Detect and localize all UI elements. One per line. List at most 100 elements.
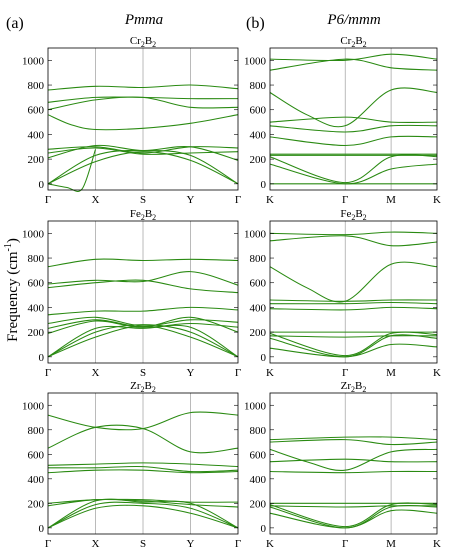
panel-title-part: 2 (363, 213, 367, 222)
panel-title-part: 2 (351, 213, 355, 222)
x-tick-label: Y (187, 194, 195, 206)
plot-frame (47, 220, 239, 364)
phonon-band-2 (47, 498, 239, 529)
plot-frame (269, 392, 438, 535)
x-tick-label: X (92, 538, 100, 550)
x-tick-label: Γ (235, 194, 241, 206)
panel-title: Fe2B2 (340, 208, 366, 222)
y-tick-label: 200 (28, 154, 45, 166)
x-tick-label: S (140, 538, 146, 550)
phonon-band-5 (269, 470, 438, 474)
panel-title-part: Fe (340, 208, 351, 220)
plot-frame (269, 47, 438, 191)
phonon-band-8 (269, 87, 438, 128)
y-tick-label: 400 (250, 129, 267, 141)
panel-title-part: 2 (363, 40, 367, 49)
panel-title-part: 2 (351, 385, 355, 394)
phonon-band-4 (47, 498, 239, 504)
phonon-band-8 (47, 96, 239, 103)
phonon-band-1 (47, 151, 239, 185)
phonon-band-2 (269, 154, 438, 184)
y-tick-label: 1000 (244, 55, 267, 67)
x-tick-label: Γ (45, 538, 51, 550)
phonon-band-9 (269, 235, 438, 247)
panel-title: Zr2B2 (341, 380, 367, 394)
phonon-band-3 (269, 505, 438, 508)
x-tick-label: S (140, 194, 146, 206)
phonon-band-2 (47, 324, 239, 358)
y-axis-label-exponent: -1 (3, 243, 14, 251)
panel-title-part: 2 (152, 385, 156, 394)
y-tick-label: 1000 (244, 400, 267, 412)
y-tick-label: 0 (261, 179, 267, 191)
y-tick-label: 1000 (244, 228, 267, 240)
phonon-band-3 (269, 335, 438, 338)
y-tick-label: 1000 (22, 400, 45, 412)
phonon-band-5 (269, 135, 438, 147)
y-axis-label-text: Frequency (cm (5, 251, 21, 342)
phonon-band-1 (269, 334, 438, 358)
x-tick-label: K (433, 367, 441, 379)
y-tick-label: 0 (39, 179, 45, 191)
y-tick-label: 600 (28, 449, 45, 461)
phonon-band-10 (269, 53, 438, 62)
panel-title-part: 2 (141, 40, 145, 49)
plot-frame (47, 47, 239, 191)
y-tick-label: 800 (250, 253, 267, 265)
phonon-band-9 (47, 84, 239, 91)
x-tick-label: Γ (45, 367, 51, 379)
x-tick-label: K (266, 367, 274, 379)
y-tick-label: 400 (28, 474, 45, 486)
x-tick-label: K (266, 538, 274, 550)
phonon-band-9 (269, 58, 438, 71)
phonon-band-6 (47, 306, 239, 316)
phonon-band-0 (47, 149, 96, 192)
phonon-band-6 (47, 114, 239, 131)
panel-title-part: 2 (351, 40, 355, 49)
phonon-band-5 (47, 469, 239, 474)
y-tick-label: 400 (250, 302, 267, 314)
space-group-label-b: P6/mmm (326, 12, 380, 28)
y-axis-label: Frequency (cm-1) (3, 238, 21, 342)
panel-title-part: Cr (340, 35, 351, 47)
y-tick-label: 0 (261, 523, 267, 535)
y-tick-label: 200 (28, 327, 45, 339)
y-tick-label: 1000 (22, 228, 45, 240)
phonon-band-1 (47, 324, 239, 358)
y-tick-label: 800 (250, 425, 267, 437)
y-tick-label: 600 (250, 278, 267, 290)
x-tick-label: Γ (342, 194, 348, 206)
x-tick-label: Y (187, 538, 195, 550)
phonon-band-7 (269, 448, 438, 471)
y-tick-label: 800 (250, 80, 267, 92)
y-tick-label: 0 (261, 352, 267, 364)
phonon-band-7 (269, 116, 438, 123)
phonon-band-8 (269, 261, 438, 303)
y-tick-label: 400 (28, 129, 45, 141)
x-tick-label: M (386, 194, 396, 206)
panel-title-part: 2 (141, 385, 145, 394)
y-tick-label: 200 (250, 327, 267, 339)
panel-title-part: B (145, 380, 152, 392)
phonon-band-7 (47, 279, 239, 294)
y-tick-label: 800 (28, 425, 45, 437)
panel-title-part: B (145, 208, 152, 220)
phonon-band-5 (47, 146, 239, 154)
x-tick-label: K (266, 194, 274, 206)
phonon-band-6 (269, 458, 438, 463)
y-tick-label: 400 (250, 474, 267, 486)
panel-title-part: Zr (130, 380, 141, 392)
panel-title-part: 2 (362, 385, 366, 394)
phonon-band-0 (47, 504, 239, 529)
x-tick-label: Γ (342, 367, 348, 379)
y-tick-label: 800 (28, 253, 45, 265)
plot-frame (269, 220, 438, 364)
y-tick-label: 400 (28, 302, 45, 314)
panel-title-part: B (355, 380, 362, 392)
phonon-band-6 (269, 301, 438, 305)
y-tick-label: 600 (250, 449, 267, 461)
panel-title-part: 2 (152, 40, 156, 49)
phonon-band-1 (269, 504, 438, 529)
